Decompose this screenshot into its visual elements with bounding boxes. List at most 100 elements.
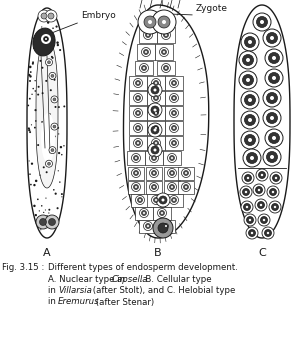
Circle shape <box>162 20 166 24</box>
Circle shape <box>133 93 143 102</box>
Bar <box>135 61 153 75</box>
Circle shape <box>266 112 278 124</box>
Circle shape <box>152 79 160 88</box>
Circle shape <box>137 198 143 202</box>
Circle shape <box>243 149 261 167</box>
Bar <box>164 166 180 180</box>
Circle shape <box>153 89 156 91</box>
Circle shape <box>148 143 162 157</box>
Circle shape <box>155 142 157 144</box>
Circle shape <box>34 109 37 111</box>
Circle shape <box>33 48 34 49</box>
Circle shape <box>163 224 169 228</box>
Circle shape <box>267 186 279 198</box>
Circle shape <box>173 82 175 84</box>
Circle shape <box>161 212 163 214</box>
Circle shape <box>61 193 63 195</box>
Circle shape <box>169 79 178 88</box>
Circle shape <box>148 20 152 24</box>
Circle shape <box>133 124 143 133</box>
Circle shape <box>44 135 46 137</box>
Circle shape <box>263 109 281 127</box>
Circle shape <box>37 144 39 146</box>
Circle shape <box>182 169 191 177</box>
Circle shape <box>241 91 259 109</box>
Circle shape <box>184 171 188 175</box>
Bar <box>178 166 194 180</box>
Circle shape <box>272 56 276 60</box>
Circle shape <box>135 172 137 174</box>
Circle shape <box>61 154 63 155</box>
Bar <box>155 44 173 60</box>
Circle shape <box>63 145 65 146</box>
Circle shape <box>51 149 54 152</box>
Circle shape <box>165 225 167 227</box>
Circle shape <box>152 138 160 147</box>
Circle shape <box>43 166 45 168</box>
Circle shape <box>46 215 48 217</box>
Circle shape <box>247 177 249 179</box>
Circle shape <box>265 49 283 67</box>
Circle shape <box>49 113 51 115</box>
Circle shape <box>131 182 140 191</box>
Circle shape <box>169 195 178 204</box>
Bar <box>129 91 147 105</box>
Circle shape <box>53 125 56 128</box>
Circle shape <box>255 186 262 193</box>
Circle shape <box>272 191 274 193</box>
Circle shape <box>51 123 58 130</box>
Circle shape <box>266 92 278 103</box>
Circle shape <box>246 227 258 239</box>
Circle shape <box>143 30 153 39</box>
Circle shape <box>243 203 250 210</box>
Circle shape <box>156 193 170 207</box>
Circle shape <box>245 191 247 193</box>
Text: (after Stolt), and C. Helobial type: (after Stolt), and C. Helobial type <box>90 286 235 295</box>
Circle shape <box>137 82 139 84</box>
Circle shape <box>43 36 49 42</box>
Circle shape <box>147 225 149 227</box>
Circle shape <box>27 104 29 106</box>
Circle shape <box>185 186 187 188</box>
Circle shape <box>152 171 156 175</box>
Circle shape <box>30 71 32 73</box>
Circle shape <box>47 61 50 64</box>
Circle shape <box>136 95 140 100</box>
Bar <box>178 181 194 193</box>
Circle shape <box>253 13 271 31</box>
Circle shape <box>162 221 171 230</box>
Circle shape <box>29 75 32 78</box>
Circle shape <box>143 212 145 214</box>
Circle shape <box>152 93 160 102</box>
Circle shape <box>61 196 63 197</box>
Circle shape <box>131 154 140 163</box>
Circle shape <box>151 106 159 114</box>
Circle shape <box>53 79 56 81</box>
Circle shape <box>169 93 178 102</box>
Text: A: A <box>43 248 51 258</box>
Circle shape <box>243 189 249 195</box>
Circle shape <box>241 131 259 149</box>
Circle shape <box>152 184 156 190</box>
Bar <box>153 207 171 219</box>
Circle shape <box>145 51 147 53</box>
Bar <box>135 207 153 219</box>
Circle shape <box>143 221 153 230</box>
Circle shape <box>45 215 59 229</box>
Circle shape <box>169 109 178 118</box>
Circle shape <box>56 207 59 209</box>
Circle shape <box>148 83 162 97</box>
Circle shape <box>240 186 252 198</box>
Circle shape <box>38 86 40 88</box>
Circle shape <box>48 161 50 163</box>
Circle shape <box>41 205 43 207</box>
Circle shape <box>149 169 159 177</box>
Circle shape <box>142 47 150 56</box>
Circle shape <box>33 204 36 207</box>
Bar <box>131 193 149 207</box>
Circle shape <box>54 106 56 108</box>
Bar <box>139 219 157 233</box>
Circle shape <box>49 219 56 226</box>
Circle shape <box>35 214 37 216</box>
Circle shape <box>169 124 178 133</box>
